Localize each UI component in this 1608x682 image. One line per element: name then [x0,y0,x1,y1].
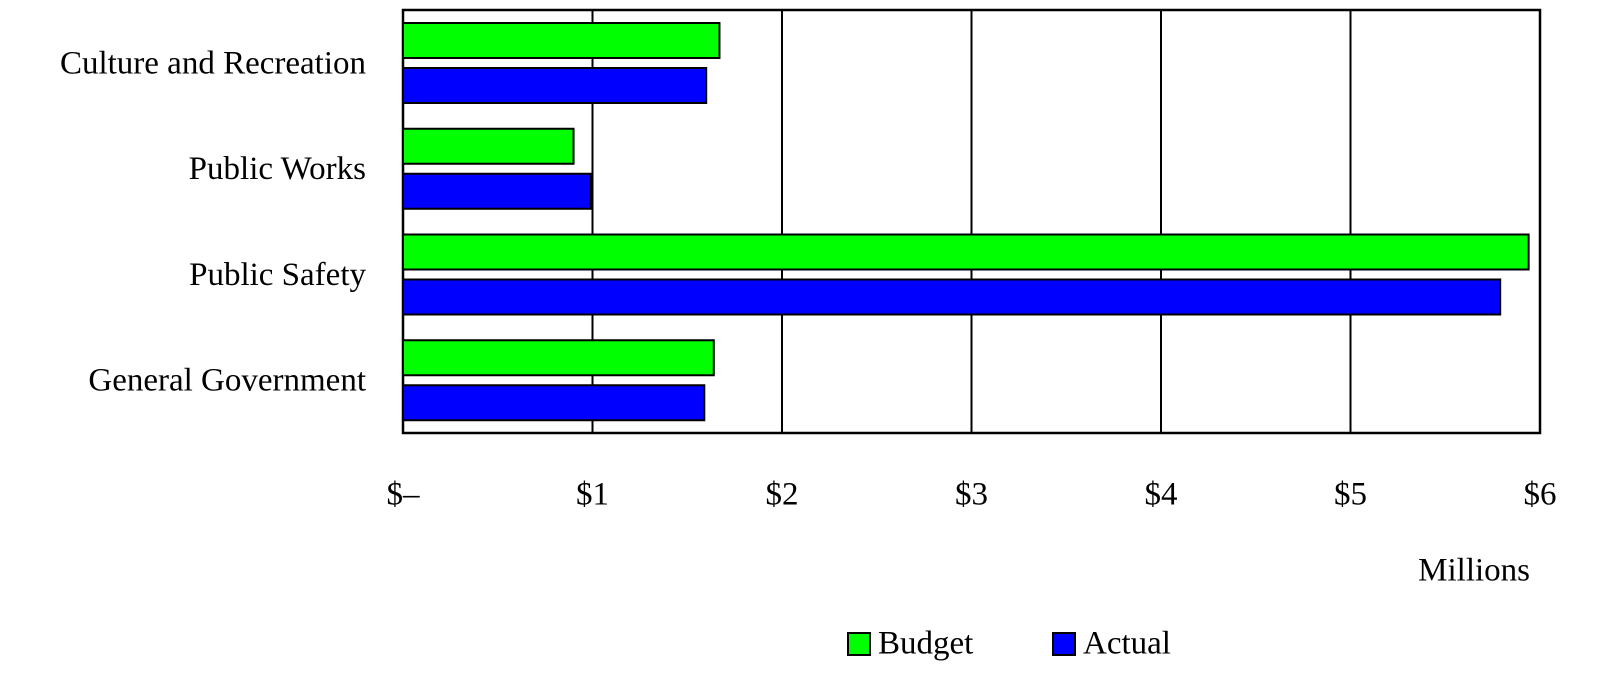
bar [402,67,708,104]
y-tick-label: Public Works [189,151,366,187]
y-tick-label: Culture and Recreation [60,45,366,81]
plot-frame [401,8,1542,435]
legend-label: Budget [878,626,973,662]
x-tick-label: $3 [955,477,988,513]
y-tick-label: General Government [88,363,366,399]
x-tick-label: $5 [1334,477,1367,513]
x-tick-label: $6 [1524,477,1557,513]
y-tick-label: Public Safety [189,257,366,293]
x-tick-label: $4 [1145,477,1178,513]
bar [402,278,1502,316]
bar [402,127,575,165]
x-tick-label: $– [387,477,421,513]
bar [402,233,1530,271]
legend-label: Actual [1083,626,1171,662]
legend-swatch [847,632,871,656]
bar [402,22,721,59]
x-axis-label: Millions [1418,553,1530,589]
legend-swatch [1052,632,1076,656]
x-tick-label: $2 [766,477,799,513]
bar [402,384,706,422]
bar [402,339,715,377]
bar [402,172,592,210]
x-tick-label: $1 [576,477,609,513]
